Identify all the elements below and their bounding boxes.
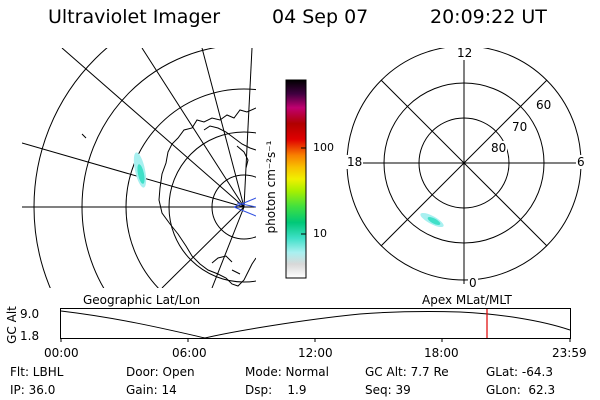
colorbar-tick-label-10: 10 — [313, 227, 327, 240]
meridian-line — [141, 48, 245, 208]
mlat-label-60: 60 — [535, 98, 553, 112]
meridian-line — [201, 48, 245, 208]
polar-diagonal — [380, 79, 548, 247]
altitude-curve — [60, 310, 571, 339]
mlt-label-bottom: 0 — [468, 276, 478, 290]
status-dsp: Dsp: 1.9 — [245, 383, 307, 397]
date-label: 04 Sep 07 — [272, 6, 369, 28]
instrument-title: Ultraviolet Imager — [48, 6, 221, 28]
meridian-line — [243, 48, 253, 208]
mlt-polar-plot — [346, 48, 584, 284]
mlt-panel-label: Apex MLat/MLT — [422, 293, 512, 307]
coastline — [236, 145, 249, 169]
coastline — [81, 133, 241, 275]
aurora-patch-geographic — [133, 152, 147, 188]
aurora-patch-mlt — [420, 212, 444, 228]
timeline-x-tick-1: 06:00 — [172, 346, 207, 360]
status-gain: Gain: 14 — [126, 383, 177, 397]
lat-circle — [125, 88, 256, 288]
meridian-line — [61, 48, 245, 208]
coastline — [211, 255, 233, 264]
colorbar-tick-label-100: 100 — [313, 141, 334, 154]
meridian-line — [161, 206, 245, 288]
timeline-x-tick-2: 12:00 — [298, 346, 333, 360]
mlat-label-70: 70 — [511, 120, 529, 134]
mlt-label-left: 18 — [346, 155, 364, 169]
meridian-line — [211, 206, 245, 288]
geographic-map — [22, 48, 256, 288]
time-label: 20:09:22 UT — [430, 6, 547, 28]
geographic-panel-label: Geographic Lat/Lon — [83, 293, 201, 307]
colorbar — [285, 79, 307, 279]
status-filter: Flt: LBHL — [10, 365, 64, 379]
timeline-x-tick-0: 00:00 — [44, 346, 79, 360]
colorbar-scale — [285, 79, 307, 279]
lat-circle — [33, 48, 108, 288]
timeline-y-tick-top: 9.0 — [20, 307, 40, 321]
status-gc-alt: GC Alt: 7.7 Re — [365, 365, 449, 379]
status-glon: GLon: 62.3 — [486, 383, 556, 397]
timeline-y-tick-bottom: 1.8 — [20, 329, 40, 343]
meridian-line — [22, 142, 245, 208]
timeline-x-tick-3: 18:00 — [424, 346, 459, 360]
status-ip: IP: 36.0 — [10, 383, 56, 397]
coastline — [203, 125, 256, 151]
timeline-y-label: GC Alt — [5, 306, 19, 344]
status-glat: GLat: -64.3 — [486, 365, 553, 379]
status-mode: Mode: Normal — [245, 365, 329, 379]
coastline — [158, 107, 256, 287]
mlat-label-80: 80 — [490, 141, 508, 155]
timeline-x-tick-4: 23:59 — [552, 346, 587, 360]
mlt-label-top: 12 — [456, 46, 474, 60]
colorbar-unit-label: photon cm⁻²s⁻¹ — [264, 140, 278, 234]
status-seq: Seq: 39 — [365, 383, 411, 397]
timeline-plot — [60, 308, 571, 342]
mlt-label-right: 6 — [576, 155, 586, 169]
status-door: Door: Open — [126, 365, 195, 379]
